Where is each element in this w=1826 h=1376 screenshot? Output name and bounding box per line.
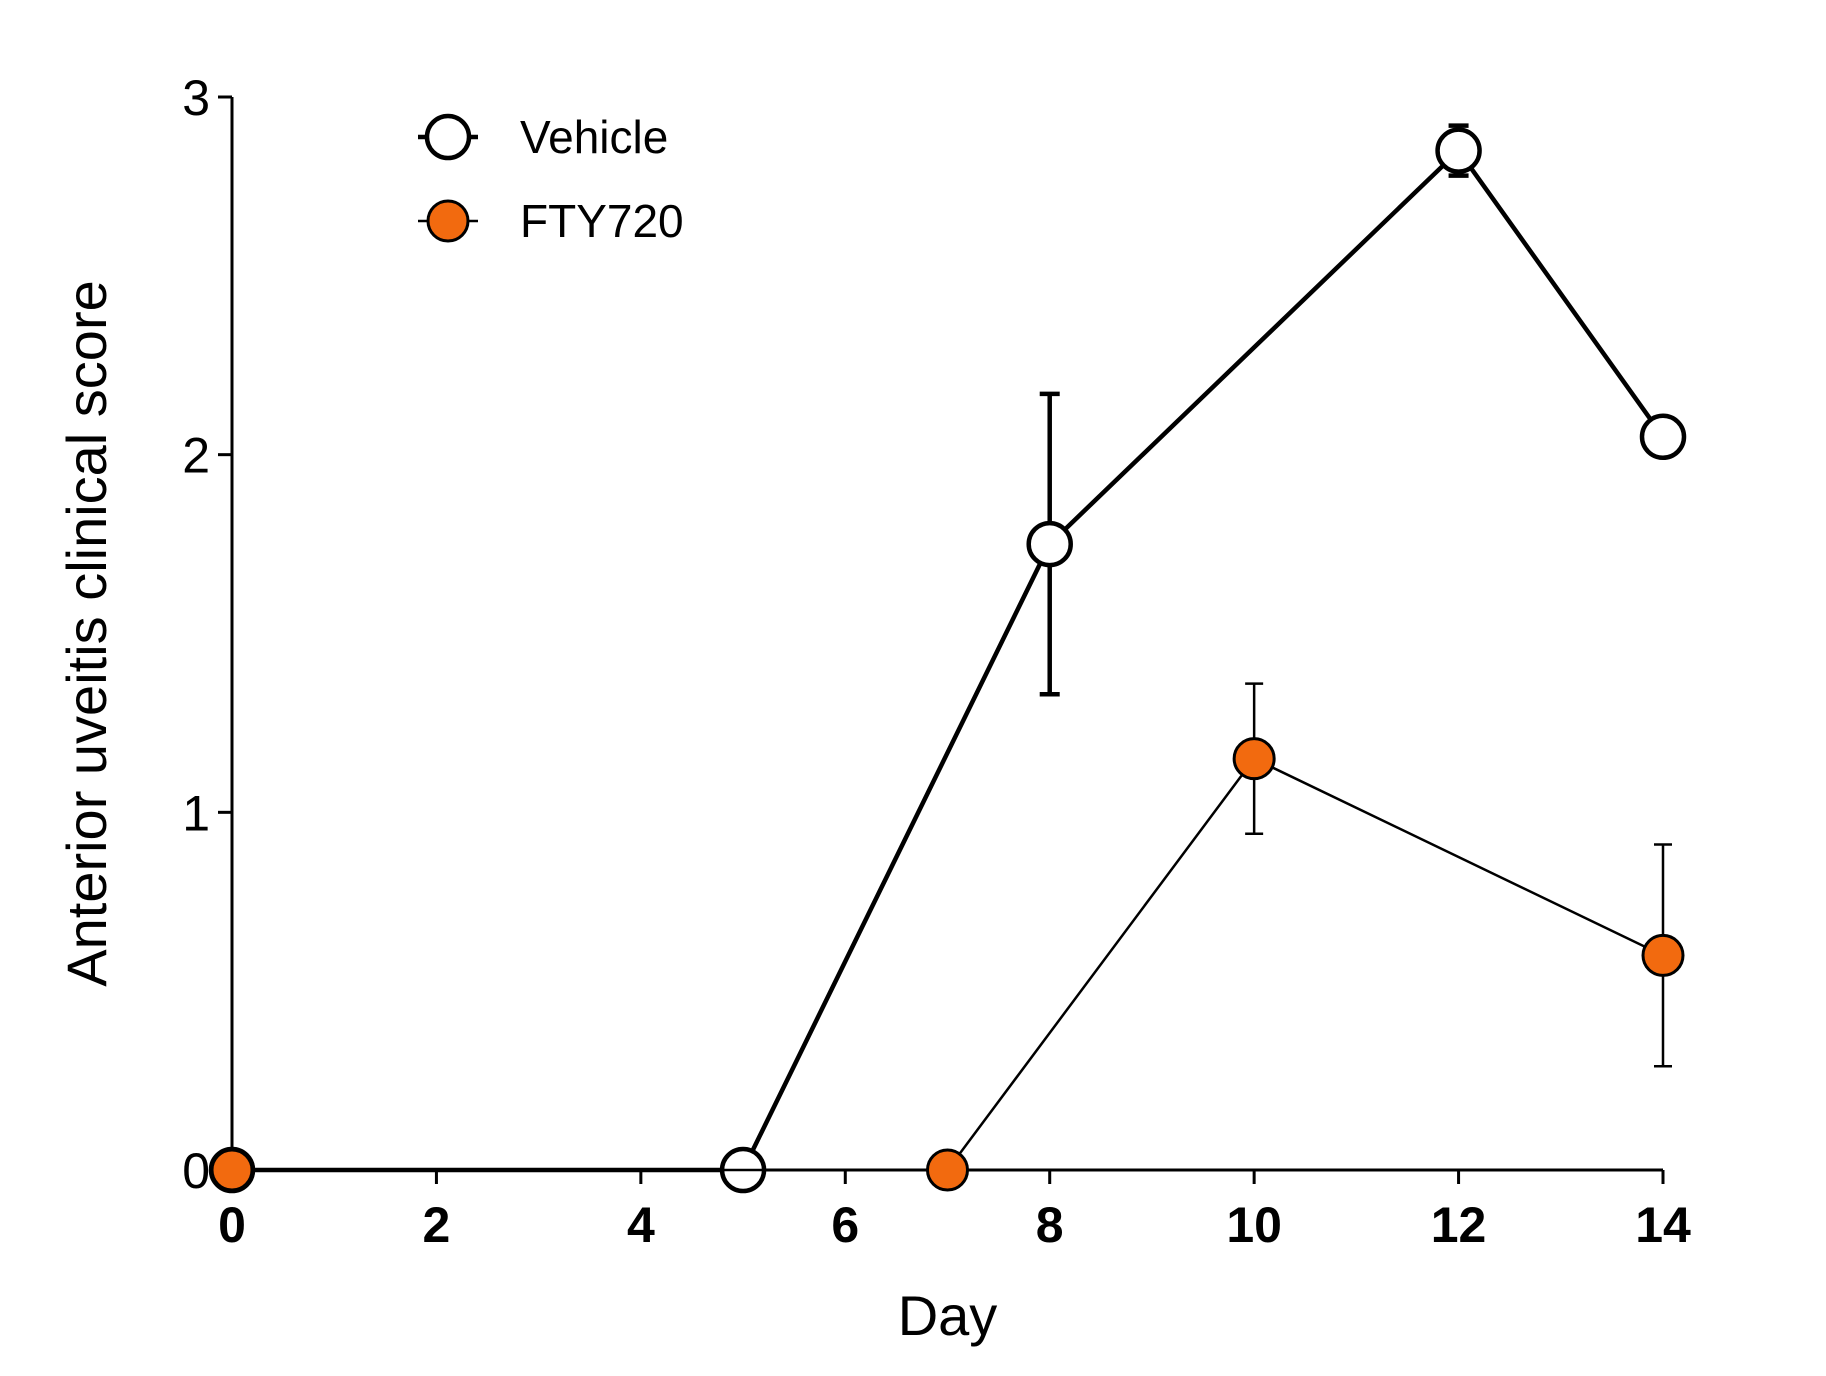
x-tick-label: 14 [1635,1197,1691,1253]
legend: Vehicle FTY720 [418,111,684,247]
data-point [1641,933,1685,977]
data-point [210,1148,254,1192]
legend-label: FTY720 [520,195,684,247]
x-tick-label: 8 [1036,1197,1064,1253]
legend-item: Vehicle [418,111,668,163]
series-fty720 [210,682,1685,1192]
x-tick-label: 6 [831,1197,859,1253]
x-ticks: 0 2 4 6 8 10 12 14 [218,1170,1691,1253]
data-point [1232,737,1276,781]
legend-marker [426,199,470,243]
x-axis-title: Day [898,1284,998,1347]
y-tick-label: 2 [182,428,210,484]
series-line [232,147,1665,1173]
y-axis-title: Anterior uveitis clinical score [55,280,118,986]
legend-item: FTY720 [418,195,684,247]
y-tick-label: 1 [182,785,210,841]
legend-label: Vehicle [520,111,668,163]
y-tick-label: 3 [182,70,210,126]
series-layer [208,123,1687,1194]
x-tick-label: 2 [423,1197,451,1253]
y-tick-label: 0 [182,1143,210,1199]
series-vehicle [208,123,1687,1194]
x-tick-label: 0 [218,1197,246,1253]
data-point [926,1148,969,1192]
series-line [232,757,1664,1172]
x-tick-label: 4 [627,1197,655,1253]
data-point [1639,413,1687,461]
x-tick-label: 10 [1226,1197,1282,1253]
data-point [1026,520,1073,568]
x-tick-label: 12 [1431,1197,1487,1253]
legend-marker [424,113,472,161]
data-point [1435,127,1482,174]
y-ticks: 0 1 2 3 [182,70,232,1199]
